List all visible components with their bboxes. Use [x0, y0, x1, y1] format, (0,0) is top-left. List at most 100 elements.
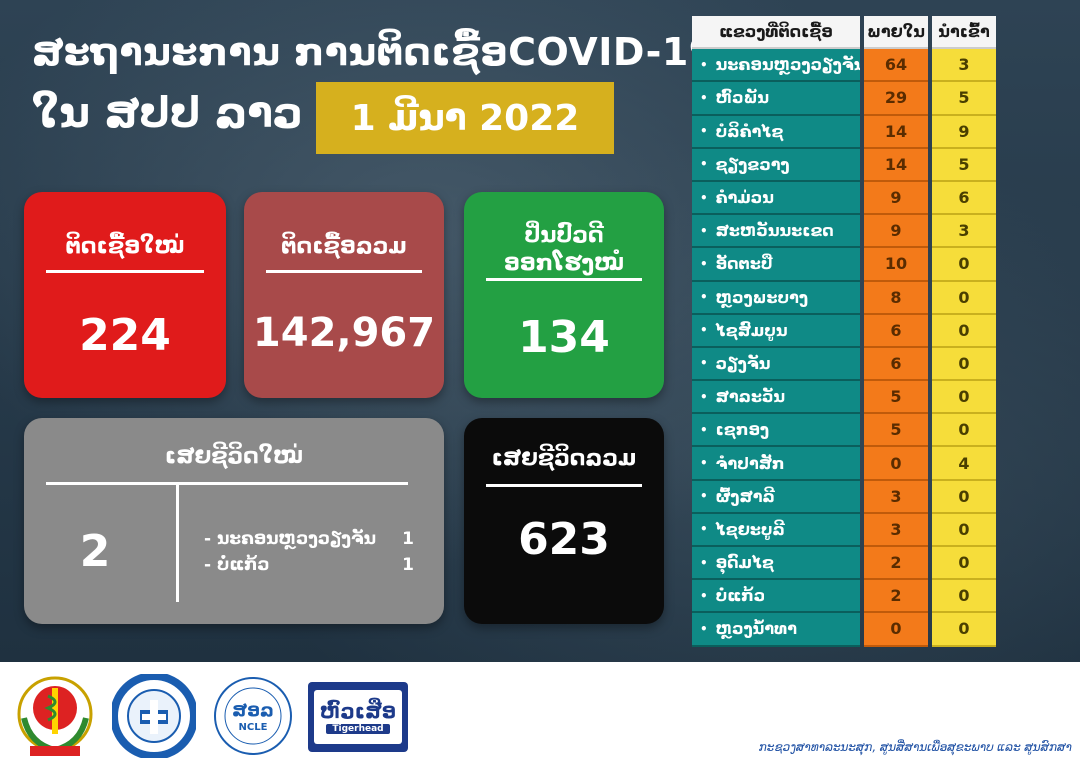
local-cases-cell: 5 [864, 381, 928, 415]
divider [486, 484, 642, 487]
table-row: • ອັດຕະປື 10 0 [692, 248, 1000, 282]
new-cases-card: ຕິດເຊື້ອໃໝ່ 224 [24, 192, 226, 398]
local-cases-cell: 14 [864, 115, 928, 149]
tigerhead-subtext: Tigerhead [326, 724, 390, 734]
bullet-icon: • [700, 422, 708, 437]
province-name: ບໍລິຄຳໄຊ [715, 121, 784, 141]
local-cases-cell: 2 [864, 547, 928, 581]
local-cases-cell: 8 [864, 281, 928, 315]
bullet-icon: • [700, 555, 708, 570]
local-cases-cell: 5 [864, 414, 928, 448]
imported-cases-cell: 0 [932, 547, 996, 581]
moh-logo [17, 676, 93, 756]
page-title: ສະຖານະການ ການຕິດເຊື້ອCOVID-19 [32, 30, 716, 74]
province-name: ນະຄອນຫຼວງວຽງຈັນ [715, 55, 860, 75]
local-cases-cell: 9 [864, 181, 928, 216]
table-row: • ຫຼວງນໍ້າທາ 0 0 [692, 613, 1000, 647]
imported-cases-cell: 3 [932, 49, 996, 83]
new-deaths-value: 2 [79, 526, 111, 577]
total-deaths-card: ເສຍຊີວິດລວມ 623 [464, 418, 664, 624]
bullet-icon: • [700, 621, 708, 636]
province-name: ອຸດົມໄຊ [715, 553, 774, 573]
province-name-cell: • ໄຊຍະບູລີ [692, 513, 860, 547]
bullet-icon: • [700, 223, 708, 238]
bullet-icon: • [700, 323, 708, 338]
table-row: • ວຽງຈັນ 6 0 [692, 347, 1000, 382]
bullet-icon: • [700, 389, 708, 404]
table-row: • ຫຼວງພະບາງ 8 0 [692, 281, 1000, 315]
table-row: • ຫົວພັນ 29 5 [692, 82, 1000, 116]
date-badge: 1 ມີນາ 2022 [316, 82, 614, 154]
province-name-cell: • ຜົ້ງສາລີ [692, 480, 860, 514]
imported-cases-cell: 0 [932, 248, 996, 282]
imported-cases-cell: 0 [932, 613, 996, 647]
province-name: ວຽງຈັນ [715, 353, 771, 373]
bullet-icon: • [700, 522, 708, 537]
local-cases-cell: 9 [864, 215, 928, 249]
table-row: • ສາລະວັນ 5 0 [692, 381, 1000, 415]
new-cases-label: ຕິດເຊື້ອໃໝ່ [65, 234, 185, 259]
imported-cases-cell: 0 [932, 281, 996, 315]
death-place: - ນະຄອນຫຼວງວຽງຈັນ [204, 529, 377, 549]
imported-cases-cell: 3 [932, 215, 996, 249]
province-name: ຄຳມ່ວນ [715, 188, 774, 208]
ncle-logo: ສອລ NCLE [212, 674, 294, 758]
tigerhead-logo: ຫົວເສືອ Tigerhead [308, 682, 408, 752]
table-row: • ບໍ່ແກ້ວ 2 0 [692, 580, 1000, 614]
total-cases-label: ຕິດເຊື້ອລວມ [281, 234, 407, 259]
province-name-cell: • ຫົວພັນ [692, 82, 860, 116]
imported-cases-cell: 5 [932, 82, 996, 116]
death-count: 1 [402, 529, 414, 549]
list-item: - ນະຄອນຫຼວງວຽງຈັນ 1 [204, 526, 414, 552]
province-name: ບໍ່ແກ້ວ [715, 586, 766, 606]
province-name-cell: • ຊຽງຂວາງ [692, 148, 860, 182]
province-name-cell: • ຫຼວງນໍ້າທາ [692, 613, 860, 647]
tigerhead-inner: ຫົວເສືອ Tigerhead [314, 690, 402, 744]
tigerhead-text: ຫົວເສືອ [319, 699, 397, 723]
province-name-cell: • ວຽງຈັນ [692, 347, 860, 382]
province-table: ແຂວງທີ່ຕິດເຊື້ອ ພາຍໃນ ນຳເຂົ້າ • ນະຄອນຫຼວງ… [692, 16, 1000, 647]
new-cases-value: 224 [79, 310, 171, 361]
province-name-cell: • ສະຫວັນນະເຂດ [692, 215, 860, 249]
imported-cases-cell: 4 [932, 447, 996, 481]
imported-cases-cell: 0 [932, 480, 996, 514]
table-body: • ນະຄອນຫຼວງວຽງຈັນ 64 3 • ຫົວພັນ 29 5 • ບໍລິຄຳໄຊ 14… [692, 49, 1000, 647]
total-deaths-label: ເສຍຊີວິດລວມ [491, 446, 637, 471]
footer: ສອລ NCLE ຫົວເສືອ Tigerhead ກະຊວງສາທາລະນະ… [0, 662, 1080, 764]
table-row: • ຄຳມ່ວນ 9 6 [692, 181, 1000, 216]
total-cases-value: 142,967 [252, 310, 436, 356]
table-row: • ໄຊຍະບູລີ 3 0 [692, 513, 1000, 547]
total-cases-card: ຕິດເຊື້ອລວມ 142,967 [244, 192, 444, 398]
province-name: ສະຫວັນນະເຂດ [715, 221, 834, 241]
bullet-icon: • [700, 456, 708, 471]
local-cases-cell: 14 [864, 148, 928, 182]
recovered-label-line2: ອອກໂຮງໝໍ [503, 251, 625, 276]
table-row: • ຈຳປາສັກ 0 4 [692, 447, 1000, 481]
death-count: 1 [402, 555, 414, 575]
local-cases-cell: 3 [864, 480, 928, 514]
ncle-emblem [214, 677, 292, 755]
imported-cases-cell: 9 [932, 115, 996, 149]
imported-cases-cell: 0 [932, 347, 996, 382]
province-name: ໄຊສົມບູນ [715, 320, 788, 340]
imported-cases-cell: 0 [932, 580, 996, 614]
header-local: ພາຍໃນ [864, 16, 928, 50]
divider [46, 482, 408, 485]
ncle-subtext: NCLE [238, 722, 268, 733]
table-header-row: ແຂວງທີ່ຕິດເຊື້ອ ພາຍໃນ ນຳເຂົ້າ [692, 16, 1000, 50]
imported-cases-cell: 6 [932, 181, 996, 216]
table-row: • ຊຽງຂວາງ 14 5 [692, 148, 1000, 182]
recovered-label: ປິ່ນປົວດີ ອອກໂຮງໝໍ [464, 222, 664, 278]
province-name-cell: • ຄຳມ່ວນ [692, 181, 860, 216]
province-name-cell: • ອຸດົມໄຊ [692, 547, 860, 581]
divider [266, 270, 422, 273]
imported-cases-cell: 0 [932, 381, 996, 415]
bullet-icon: • [700, 157, 708, 172]
bullet-icon: • [700, 588, 708, 603]
death-place: - ບໍ່ແກ້ວ [204, 555, 270, 575]
local-cases-cell: 6 [864, 347, 928, 382]
imported-cases-cell: 5 [932, 148, 996, 182]
table-row: • ຜົ້ງສາລີ 3 0 [692, 480, 1000, 514]
table-row: • ເຊກອງ 5 0 [692, 414, 1000, 448]
province-name: ເຊກອງ [715, 420, 770, 440]
